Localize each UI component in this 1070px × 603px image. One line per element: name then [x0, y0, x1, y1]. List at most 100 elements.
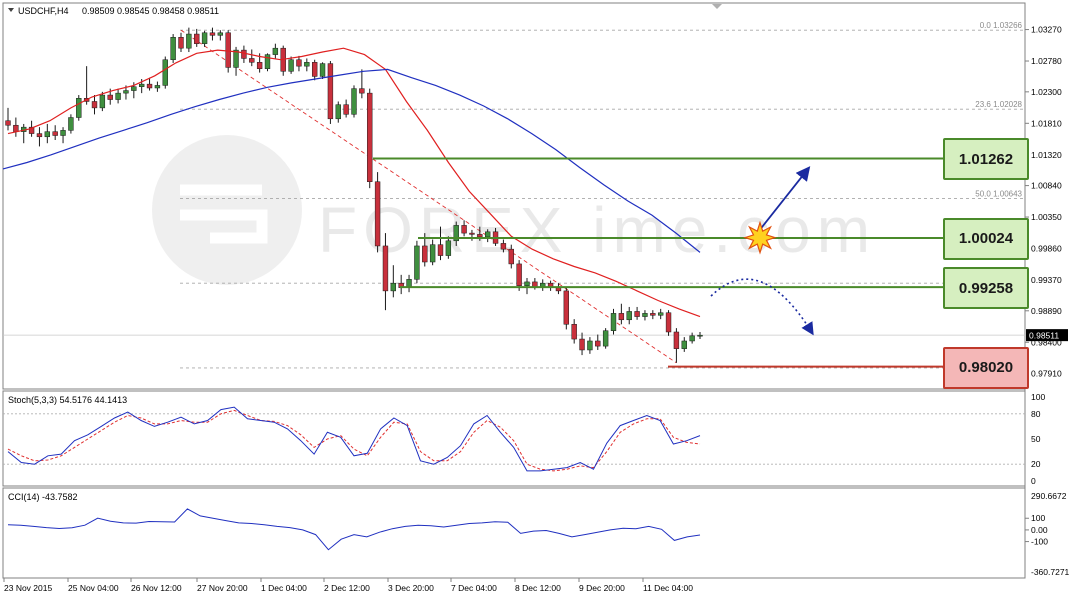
fib-level-label: 23.6 1.02028: [975, 100, 1022, 109]
candle-body: [382, 245, 389, 292]
candle-body: [602, 330, 609, 347]
candle-body: [618, 313, 625, 321]
candle-body: [209, 32, 216, 36]
candle-body: [264, 54, 271, 69]
candle-body: [445, 240, 452, 256]
cci-axis-label: -360.7271: [1031, 567, 1070, 577]
candle-body: [272, 47, 279, 55]
candle-body: [170, 37, 176, 60]
fast-ma-line: [7, 47, 701, 318]
shift-marker-icon[interactable]: [712, 4, 722, 9]
candle-body: [327, 63, 334, 120]
price-tick-label: 1.01320: [1031, 150, 1062, 160]
price-tick-label: 1.02300: [1031, 87, 1062, 97]
stoch-label: Stoch(5,3,3) 54.5176 44.1413: [8, 395, 127, 405]
candle-body: [5, 120, 11, 126]
stochastic-layer: Stoch(5,3,3) 54.5176 44.1413 100 80 50 20 0: [3, 392, 1045, 486]
candle-body: [650, 313, 656, 316]
stoch-axis-label: 0: [1031, 476, 1036, 486]
price-pane[interactable]: [2, 2, 1026, 390]
candle-body: [162, 59, 168, 86]
candle-body: [665, 312, 672, 333]
watermark-logo-icon: [152, 135, 302, 285]
candle-body: [186, 33, 192, 49]
price-tick-label: 1.00840: [1031, 181, 1062, 191]
candle-body: [107, 94, 113, 100]
candle-body: [477, 234, 483, 238]
candle-body: [131, 86, 137, 91]
time-axis-layer: 23 Nov 2015 25 Nov 04:00 26 Nov 12:00 27 No…: [3, 578, 693, 593]
stoch-main-line: [7, 406, 701, 472]
level-box-resistance: 1.00024: [943, 217, 1029, 260]
cci-axis-label: -100: [1031, 537, 1048, 547]
candle-body: [36, 133, 43, 138]
candle-body: [154, 85, 161, 89]
candle-body: [437, 244, 444, 256]
cci-axis-label: 0.00: [1031, 525, 1048, 535]
candle-body: [571, 324, 577, 340]
time-tick-label: 7 Dec 04:00: [451, 583, 497, 593]
candle-body: [390, 282, 397, 292]
stoch-pane[interactable]: [2, 390, 1026, 487]
level-box-resistance: 1.01262: [943, 138, 1029, 181]
candle-body: [673, 331, 680, 349]
cci-line: [7, 508, 701, 551]
candle-body: [626, 311, 632, 321]
candle-body: [217, 32, 224, 36]
candle-body: [335, 104, 341, 120]
price-tick-label: 0.99370: [1031, 275, 1062, 285]
time-tick-label: 8 Dec 12:00: [515, 583, 561, 593]
candle-body: [351, 88, 357, 115]
fib-trend-line: [180, 29, 677, 364]
candle-body: [115, 92, 121, 100]
candle-body: [146, 83, 153, 89]
candle-body: [296, 59, 302, 67]
candle-body: [91, 101, 98, 109]
candle-body: [681, 340, 687, 349]
price-axis-layer: 1.03270 1.02780 1.02300 1.01810 1.01320 1.008…: [1025, 25, 1068, 379]
cci-axis-label: 100: [1031, 513, 1045, 523]
candle-body: [461, 225, 467, 234]
price-tick-label: 1.01810: [1031, 118, 1062, 128]
time-tick-label: 2 Dec 12:00: [324, 583, 370, 593]
candle-body: [178, 37, 184, 49]
time-tick-label: 23 Nov 2015: [4, 583, 52, 593]
candle-body: [453, 225, 459, 242]
candle-body: [76, 98, 82, 118]
candle-body: [374, 181, 381, 247]
candle-body: [256, 62, 263, 69]
candle-body: [634, 311, 640, 317]
candle-body: [610, 313, 617, 331]
candle-body: [138, 83, 145, 87]
candle-body: [579, 338, 585, 351]
candle-body: [60, 130, 66, 136]
time-tick-label: 9 Dec 20:00: [579, 583, 625, 593]
candle-body: [500, 243, 507, 250]
stoch-axis-label: 50: [1031, 434, 1041, 444]
candle-body: [642, 313, 648, 317]
candle-body: [587, 340, 593, 351]
candle-body: [689, 335, 695, 342]
price-tick-label: 0.99860: [1031, 244, 1062, 254]
level-lines-layer: [373, 157, 944, 368]
price-tick-label: 1.02780: [1031, 56, 1062, 66]
candle-body: [595, 340, 601, 347]
ohlc-label: 0.98509 0.98545 0.98458 0.98511: [82, 6, 219, 16]
stoch-axis-label: 100: [1031, 392, 1045, 402]
symbol-label: USDCHF,H4: [18, 6, 69, 16]
time-tick-label: 25 Nov 04:00: [68, 583, 119, 593]
cci-label: CCI(14) -43.7582: [8, 492, 78, 502]
time-tick-label: 26 Nov 12:00: [131, 583, 182, 593]
moving-average-layer: [2, 47, 701, 318]
time-tick-label: 1 Dec 04:00: [261, 583, 307, 593]
level-box-support: 0.99258: [943, 267, 1029, 310]
candle-body: [469, 232, 475, 235]
candle-body: [359, 88, 365, 94]
dropdown-triangle-icon[interactable]: [8, 8, 14, 12]
price-tick-label: 0.98890: [1031, 306, 1062, 316]
fib-level-label: 0.0 1.03266: [980, 21, 1023, 30]
cci-pane[interactable]: [2, 487, 1026, 579]
candle-body: [13, 124, 19, 132]
candle-body: [123, 90, 129, 94]
